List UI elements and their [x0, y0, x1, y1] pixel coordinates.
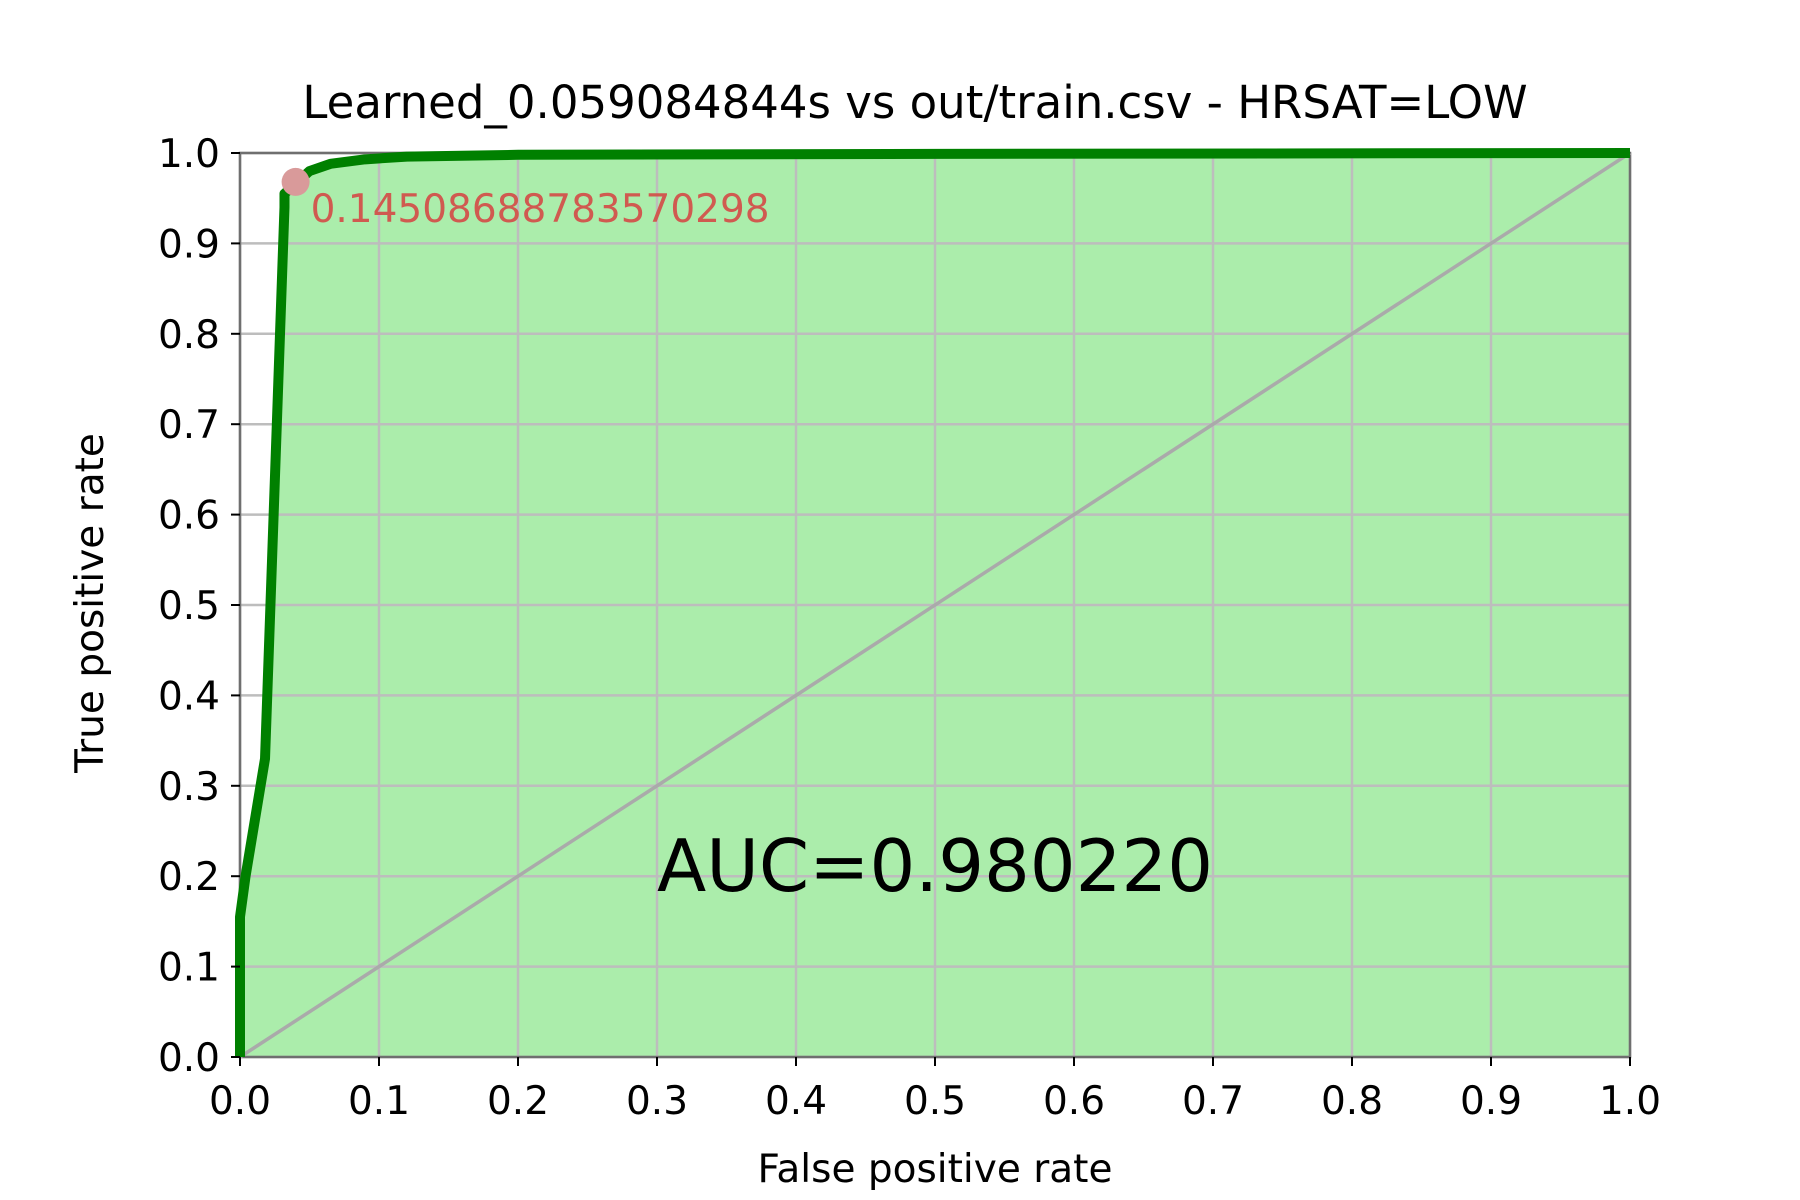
x-tick-label: 1.0	[1599, 1079, 1661, 1124]
y-tick-label: 0.2	[158, 855, 220, 900]
threshold-label: 0.14508688783570298	[311, 187, 770, 232]
diagonal-line	[239, 151, 1631, 1059]
x-tick-label: 0.0	[209, 1079, 271, 1124]
x-tick-label: 0.8	[1321, 1079, 1383, 1124]
y-tick-label: 0.0	[158, 1036, 220, 1081]
y-tick-label: 0.4	[158, 674, 220, 719]
x-tick-label: 0.3	[626, 1079, 688, 1124]
y-tick-label: 0.3	[158, 765, 220, 810]
auc-text: AUC=0.980220	[657, 824, 1213, 908]
y-tick-label: 0.8	[158, 313, 220, 358]
chart-title: Learned_0.059084844s vs out/train.csv - …	[302, 76, 1527, 129]
y-tick-label: 0.5	[158, 584, 220, 629]
y-axis-label: True positive rate	[68, 433, 113, 774]
y-tick-label: 0.6	[158, 494, 220, 539]
x-tick-label: 0.5	[904, 1079, 966, 1124]
x-tick-label: 0.1	[348, 1079, 410, 1124]
x-tick-label: 0.7	[1182, 1079, 1244, 1124]
x-axis-label: False positive rate	[758, 1147, 1113, 1192]
threshold-marker	[281, 167, 310, 196]
x-tick-label: 0.4	[765, 1079, 827, 1124]
x-tick-label: 0.9	[1460, 1079, 1522, 1124]
x-tick-label: 0.6	[1043, 1079, 1105, 1124]
y-tick-label: 0.1	[158, 946, 220, 991]
y-tick-label: 1.0	[158, 132, 220, 177]
y-tick-label: 0.9	[158, 222, 220, 267]
x-tick-label: 0.2	[487, 1079, 549, 1124]
plot-area: 0.0 0.1 0.2 0.3 0.4 0.5 0.6 0.7 0.8 0.9 1.0 0.0 0.1 0…	[158, 132, 1661, 1124]
roc-curve	[235, 148, 1631, 1057]
y-tick-label: 0.7	[158, 403, 220, 448]
